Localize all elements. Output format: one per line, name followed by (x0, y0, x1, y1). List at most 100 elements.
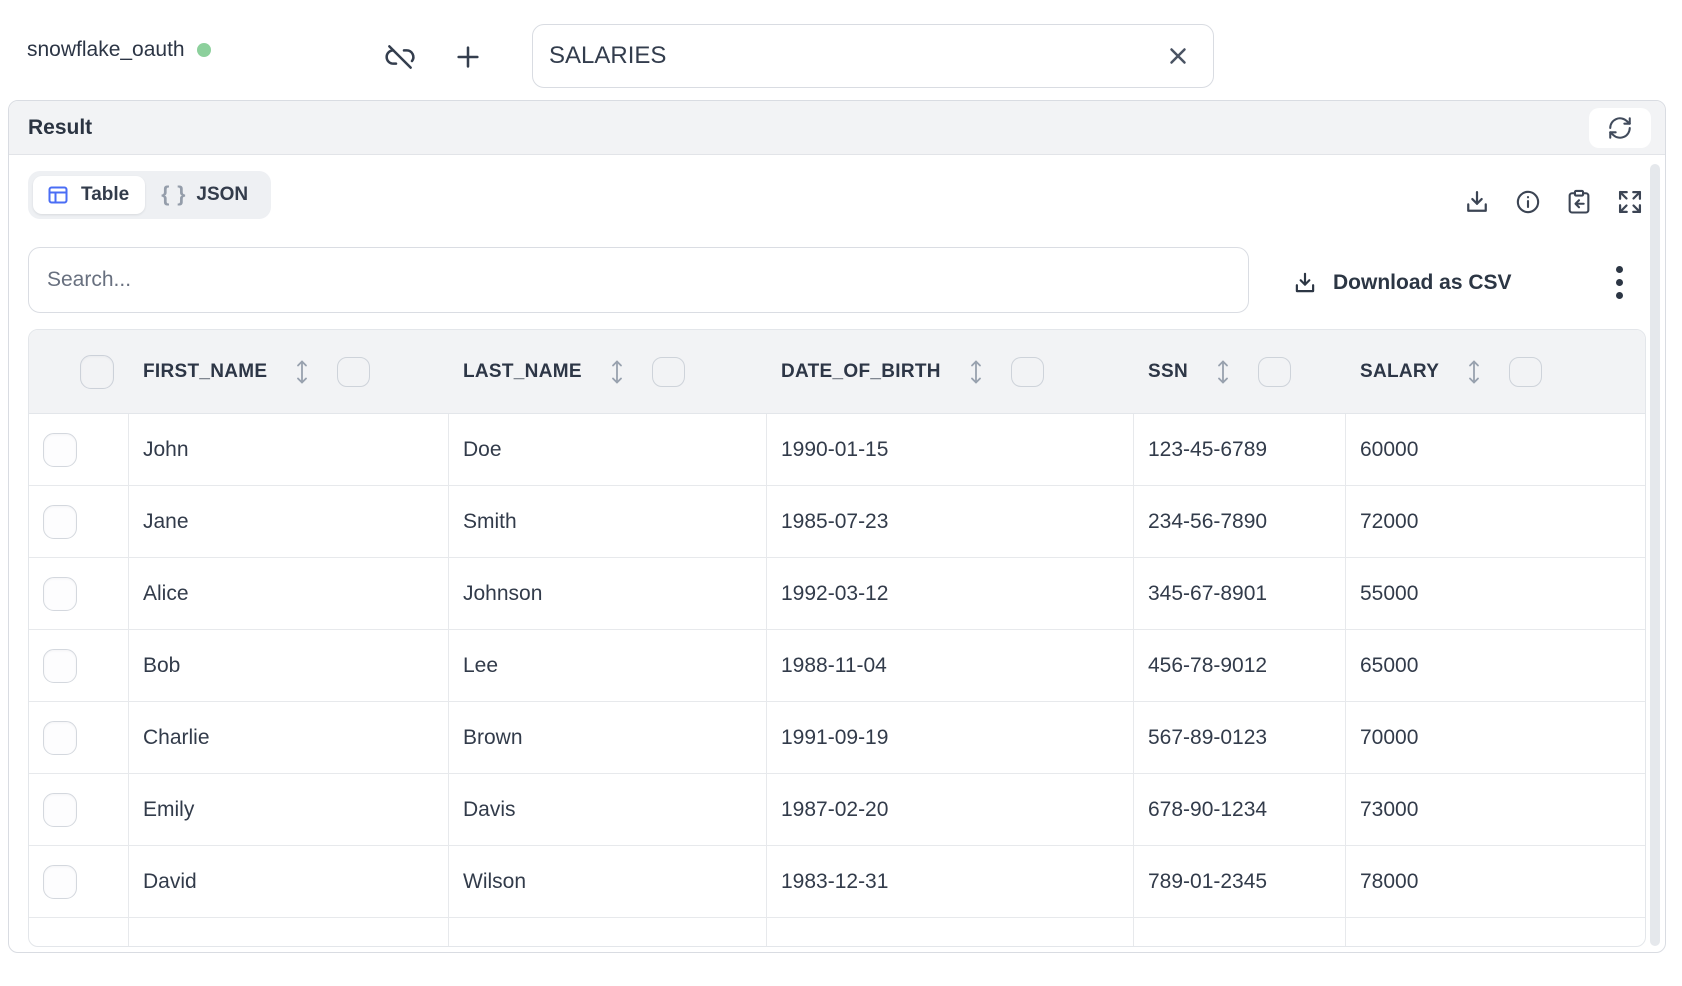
column-header: LAST_NAME (449, 330, 767, 413)
table-row (29, 918, 1645, 946)
table-cell[interactable]: 1990-01-15 (767, 414, 1134, 485)
column-header-label[interactable]: LAST_NAME (463, 360, 582, 382)
table-cell[interactable]: 678-90-1234 (1134, 774, 1346, 845)
table-cell[interactable]: Johnson (449, 558, 767, 629)
table-cell[interactable]: 1983-12-31 (767, 846, 1134, 917)
table-cell[interactable]: 456-78-9012 (1134, 630, 1346, 701)
table-cell[interactable]: John (129, 414, 449, 485)
info-icon (1516, 190, 1540, 214)
table-cell[interactable]: David (129, 846, 449, 917)
table-body: John Doe 1990-01-15 123-45-6789 60000 Jane Sm… (29, 414, 1645, 946)
new-tab-button[interactable] (451, 40, 485, 74)
sort-icon[interactable] (609, 358, 625, 386)
download-csv-button[interactable]: Download as CSV (1292, 263, 1512, 303)
table-cell[interactable]: 1985-07-23 (767, 486, 1134, 557)
sort-icon[interactable] (1466, 358, 1482, 386)
table-cell[interactable]: Emily (129, 774, 449, 845)
cell-value: 1983-12-31 (781, 869, 889, 893)
row-checkbox[interactable] (43, 720, 77, 755)
table-cell[interactable]: 1987-02-20 (767, 774, 1134, 845)
column-select-checkbox[interactable] (1010, 356, 1044, 387)
tab-table-view[interactable]: Table (33, 176, 146, 214)
cell-value: 1987-02-20 (781, 797, 889, 821)
cell-value: 123-45-6789 (1148, 437, 1268, 461)
row-checkbox-cell (29, 774, 129, 845)
query-tab[interactable]: SALARIES (532, 24, 1214, 88)
vertical-scrollbar[interactable] (1650, 164, 1660, 946)
disconnect-button[interactable] (383, 40, 417, 74)
column-select-checkbox[interactable] (337, 356, 371, 387)
column-header-label[interactable]: SALARY (1360, 360, 1440, 382)
table-cell[interactable]: 72000 (1346, 486, 1645, 557)
row-checkbox[interactable] (43, 864, 77, 899)
tab-json-view[interactable]: { } JSON (149, 183, 266, 207)
table-cell[interactable]: 234-56-7890 (1134, 486, 1346, 557)
table-cell[interactable]: 55000 (1346, 558, 1645, 629)
more-options-button[interactable] (1603, 259, 1635, 305)
table-cell[interactable]: 789-01-2345 (1134, 846, 1346, 917)
table-row: Bob Lee 1988-11-04 456-78-9012 65000 (29, 630, 1645, 702)
braces-icon: { } (161, 183, 187, 206)
table-cell[interactable]: Charlie (129, 702, 449, 773)
connection-selector[interactable]: snowflake_oauth (27, 0, 211, 100)
table-cell[interactable]: Alice (129, 558, 449, 629)
table-cell[interactable]: 70000 (1346, 702, 1645, 773)
cell-value: 1985-07-23 (781, 509, 889, 533)
search-input[interactable] (28, 247, 1249, 313)
column-header: SSN (1134, 330, 1346, 413)
download-icon (1295, 272, 1315, 293)
table-row: Jane Smith 1985-07-23 234-56-7890 72000 (29, 486, 1645, 558)
copy-result-button[interactable] (1564, 187, 1594, 217)
table-cell[interactable]: Doe (449, 414, 767, 485)
table-cell[interactable]: 567-89-0123 (1134, 702, 1346, 773)
table-cell[interactable]: 78000 (1346, 846, 1645, 917)
sort-icon[interactable] (294, 358, 310, 386)
result-panel: Result Table { } (8, 100, 1666, 953)
column-select-checkbox[interactable] (651, 356, 685, 387)
column-header-label[interactable]: SSN (1148, 360, 1188, 382)
sort-icon[interactable] (968, 358, 984, 386)
column-header: FIRST_NAME (129, 330, 449, 413)
column-select-checkbox[interactable] (1509, 356, 1543, 387)
row-checkbox[interactable] (43, 792, 77, 827)
close-icon (1170, 48, 1186, 64)
refresh-button[interactable] (1589, 108, 1651, 148)
cell-value: 78000 (1360, 869, 1419, 893)
table-cell[interactable]: Brown (449, 702, 767, 773)
row-checkbox[interactable] (43, 432, 77, 467)
table-cell[interactable]: Bob (129, 630, 449, 701)
table-cell[interactable]: 345-67-8901 (1134, 558, 1346, 629)
table-cell[interactable]: Lee (449, 630, 767, 701)
select-all-checkbox[interactable] (80, 354, 114, 389)
table-cell[interactable]: 1992-03-12 (767, 558, 1134, 629)
download-result-button[interactable] (1462, 187, 1492, 217)
result-info-button[interactable] (1513, 187, 1543, 217)
row-checkbox-cell (29, 414, 129, 485)
maximize-icon (1618, 190, 1642, 214)
cell-value: David (143, 869, 197, 893)
table-cell[interactable]: Wilson (449, 846, 767, 917)
row-checkbox[interactable] (43, 576, 77, 611)
table-cell[interactable]: 123-45-6789 (1134, 414, 1346, 485)
table-cell[interactable]: 1988-11-04 (767, 630, 1134, 701)
row-checkbox[interactable] (43, 504, 77, 539)
table-cell[interactable]: Jane (129, 486, 449, 557)
table-row: David Wilson 1983-12-31 789-01-2345 78000 (29, 846, 1645, 918)
column-header-label[interactable]: FIRST_NAME (143, 360, 268, 382)
expand-result-button[interactable] (1615, 187, 1645, 217)
tab-close-button[interactable] (1163, 41, 1193, 71)
cell-value: 55000 (1360, 581, 1419, 605)
column-header-label[interactable]: DATE_OF_BIRTH (781, 360, 941, 382)
table-cell[interactable]: 73000 (1346, 774, 1645, 845)
column-select-checkbox[interactable] (1257, 356, 1291, 387)
table-cell[interactable]: 1991-09-19 (767, 702, 1134, 773)
row-checkbox[interactable] (43, 648, 77, 683)
tab-table-label: Table (81, 184, 130, 205)
sort-icon[interactable] (1215, 358, 1231, 386)
table-cell[interactable]: Davis (449, 774, 767, 845)
table-cell[interactable]: 60000 (1346, 414, 1645, 485)
table-cell[interactable]: Smith (449, 486, 767, 557)
cell-value: 65000 (1360, 653, 1419, 677)
table-cell[interactable]: 65000 (1346, 630, 1645, 701)
table-header-row: FIRST_NAME LAST_NAME DATE_OF_BIRTH SSN S… (29, 330, 1645, 414)
